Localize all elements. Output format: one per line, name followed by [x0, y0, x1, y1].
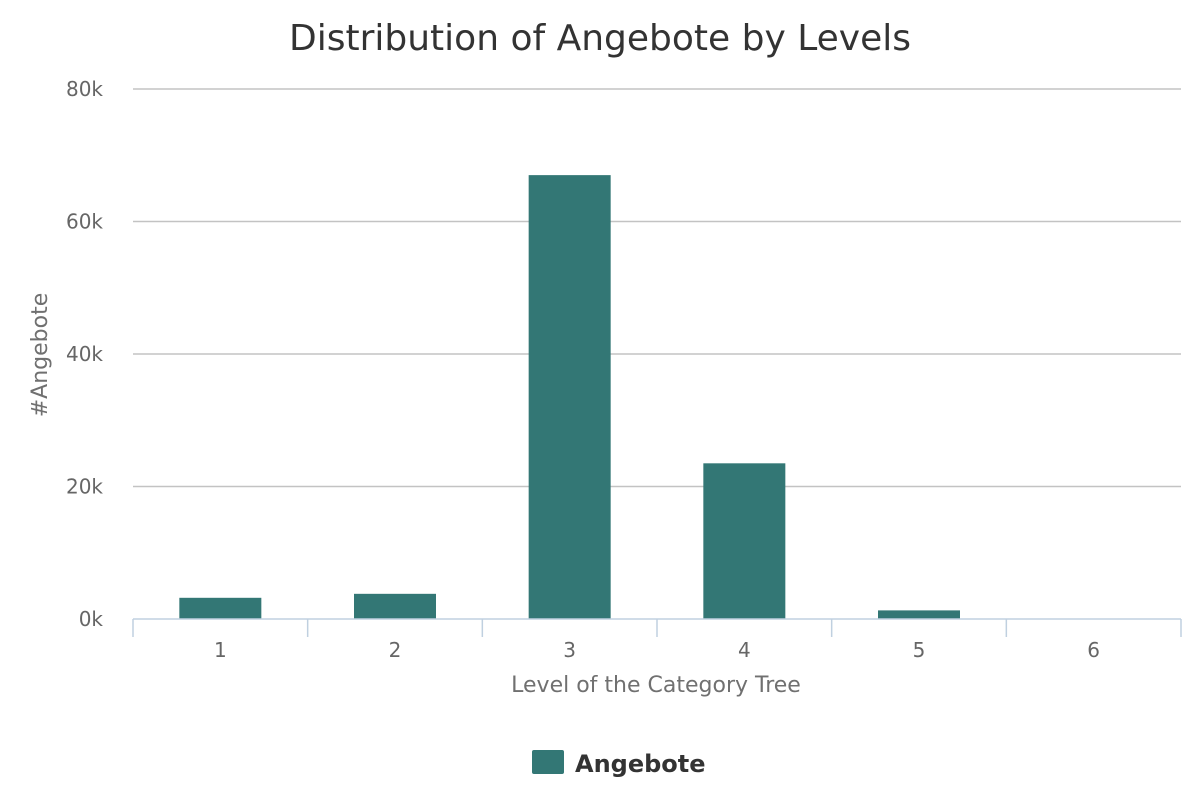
x-axis: 1 2 3 4 5 6: [132, 618, 1182, 662]
y-tick-label: 20k: [66, 475, 103, 499]
x-tick-label: 4: [738, 638, 751, 662]
y-tick-label: 60k: [66, 210, 103, 234]
legend-label: Angebote: [575, 750, 706, 778]
y-tick-label: 80k: [66, 77, 103, 101]
bar[interactable]: [878, 610, 960, 619]
bar[interactable]: [703, 463, 786, 619]
legend-swatch: [532, 750, 564, 774]
legend[interactable]: Angebote: [532, 750, 706, 778]
x-tick-label: 2: [389, 638, 402, 662]
y-axis-ticks: 0k 20k 40k 60k 80k: [66, 77, 103, 631]
bar[interactable]: [179, 597, 262, 619]
x-tick-label: 3: [563, 638, 576, 662]
bar[interactable]: [354, 593, 436, 619]
x-axis-title: Level of the Category Tree: [511, 673, 801, 698]
x-tick-label: 1: [214, 638, 227, 662]
y-tick-label: 40k: [66, 342, 103, 366]
x-tick-label: 6: [1087, 638, 1100, 662]
bars: [179, 175, 960, 619]
x-tick-label: 5: [913, 638, 926, 662]
y-axis-title: #Angebote: [28, 293, 53, 418]
y-tick-label: 0k: [79, 607, 104, 631]
gridlines: [133, 88, 1181, 488]
bar[interactable]: [528, 175, 611, 619]
chart-title: Distribution of Angebote by Levels: [289, 18, 911, 59]
